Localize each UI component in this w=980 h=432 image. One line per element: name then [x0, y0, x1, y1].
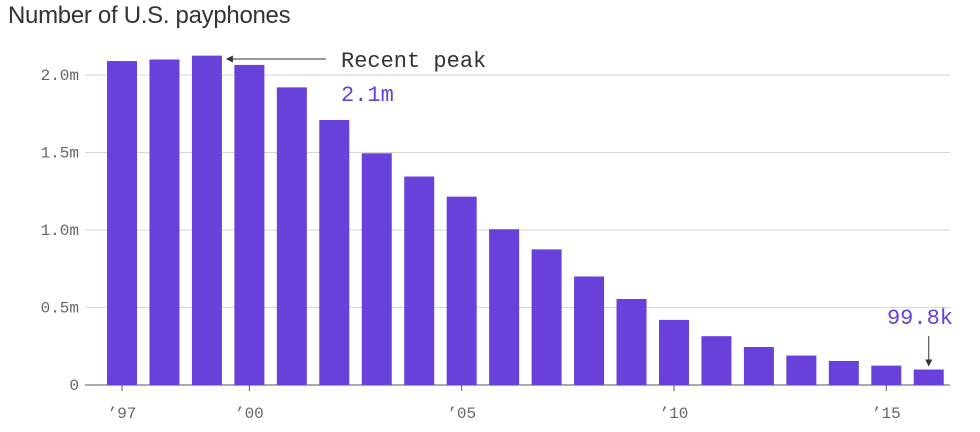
bar-2016 — [913, 369, 944, 385]
chart-title: Number of U.S. payphones — [8, 2, 291, 29]
bar-2012 — [743, 347, 774, 385]
bar-2006 — [489, 229, 520, 385]
y-axis-ticks: 0 0.5m 1.0m 1.5m 2.0m — [41, 67, 79, 395]
bar-2003 — [361, 153, 392, 385]
last-value-label: 99.8k — [887, 306, 953, 331]
bar-1998 — [149, 59, 180, 385]
bar-2004 — [404, 176, 435, 385]
y-tick-label: 0 — [69, 377, 79, 395]
annotations: Recent peak 2.1m 99.8k — [225, 44, 953, 367]
x-tick-label: ’05 — [447, 405, 476, 423]
bar-2005 — [446, 196, 477, 385]
y-tick-label: 1.0m — [41, 222, 79, 240]
bar-2002 — [319, 119, 350, 385]
bar-2013 — [786, 355, 817, 385]
y-tick-label: 0.5m — [41, 300, 79, 318]
bar-1999 — [191, 55, 222, 385]
bar-2015 — [871, 365, 902, 385]
bar-2009 — [616, 298, 647, 385]
peak-annotation-label: Recent peak — [341, 49, 486, 74]
bar-2000 — [234, 64, 265, 386]
y-tick-label: 2.0m — [41, 67, 79, 85]
last-arrow-head — [925, 359, 933, 367]
x-tick-label: ’10 — [660, 405, 689, 423]
bar-2008 — [574, 276, 605, 385]
bars — [107, 55, 944, 386]
x-tick-label: ’97 — [108, 405, 137, 423]
y-tick-label: 1.5m — [41, 145, 79, 163]
bar-2010 — [658, 319, 689, 385]
annotation-backdrop — [336, 44, 506, 74]
peak-value-label: 2.1m — [341, 83, 394, 108]
x-axis-ticks: ’97 ’00 ’05 ’10 ’15 — [108, 385, 901, 423]
x-tick-label: ’15 — [872, 405, 901, 423]
bar-2014 — [828, 360, 859, 385]
peak-arrow-head — [225, 55, 233, 63]
bar-2011 — [701, 336, 732, 385]
x-tick-label: ’00 — [235, 405, 264, 423]
bar-2001 — [276, 87, 307, 386]
bar-2007 — [531, 249, 562, 385]
bar-1997 — [107, 61, 137, 386]
